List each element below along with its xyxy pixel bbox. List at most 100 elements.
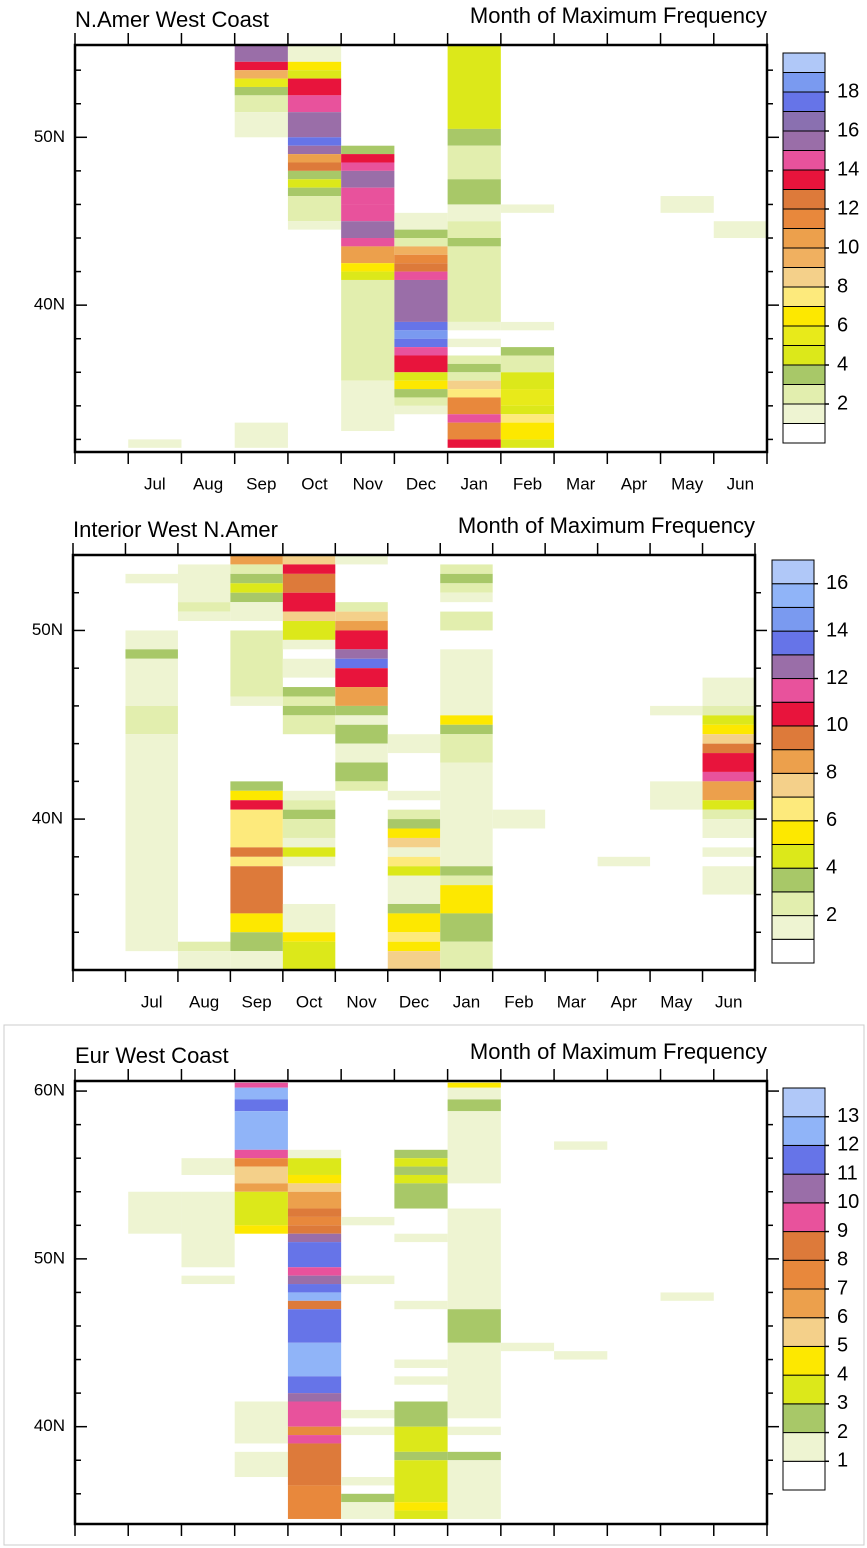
heat-cell (387, 941, 441, 952)
heat-cell (387, 790, 441, 801)
colorbar-label: 12 (826, 667, 848, 689)
heat-cell (335, 687, 388, 706)
colorbar-box (771, 583, 815, 608)
heat-cell (128, 439, 182, 448)
heat-cell (287, 1435, 342, 1444)
colorbar-box (771, 725, 815, 751)
heat-cell (500, 347, 555, 356)
heat-cell (341, 1477, 395, 1486)
heat-cell (447, 389, 501, 398)
x-tick-label: Jun (727, 474, 754, 493)
heat-cell (447, 355, 501, 364)
heat-cell (234, 1191, 288, 1226)
heat-cell (287, 162, 342, 171)
colorbar-box (782, 130, 826, 151)
colorbar-box (782, 208, 826, 229)
colorbar-box (782, 1432, 826, 1462)
colorbar-label: 7 (837, 1277, 848, 1299)
heat-cell (447, 1111, 501, 1184)
heat-cell (660, 196, 714, 213)
colorbar-box (771, 891, 815, 917)
heat-cell (702, 771, 755, 782)
colorbar-label: 6 (837, 314, 848, 336)
heat-cell (447, 45, 501, 129)
heat-cell (394, 279, 448, 322)
heat-cell (234, 1149, 288, 1159)
heat-cell (234, 1111, 288, 1150)
heat-cell (234, 1166, 288, 1184)
heat-cell (394, 254, 448, 264)
heat-cell (387, 847, 441, 857)
heat-cell (282, 687, 336, 697)
heat-cell (554, 1351, 608, 1360)
heat-cell (287, 1300, 342, 1310)
heat-cell (447, 338, 501, 348)
heat-cell (234, 1401, 288, 1444)
colorbar-box (782, 306, 826, 327)
heat-cell (447, 1099, 501, 1112)
colorbar-box (782, 111, 826, 132)
heat-cell (387, 951, 441, 970)
heat-cell (341, 271, 395, 280)
heat-cell (287, 1393, 342, 1402)
colorbar-box (771, 938, 815, 964)
colorbar-label: 11 (837, 1162, 858, 1184)
heat-cell (440, 875, 493, 886)
heat-cell (500, 1342, 555, 1352)
heat-cell (287, 1292, 342, 1301)
heat-cell (440, 724, 493, 735)
heat-cell (287, 1174, 342, 1184)
x-tick-label: Jun (727, 1546, 754, 1548)
heat-cell (387, 837, 441, 848)
colorbar-label: 8 (837, 275, 848, 297)
heat-cell (287, 1342, 342, 1377)
x-tick-label: Apr (621, 1546, 648, 1548)
heat-cell (394, 355, 448, 373)
heat-cell (341, 221, 395, 239)
heat-cell (341, 279, 395, 381)
heat-cell (500, 439, 555, 448)
heat-cell (234, 1082, 288, 1088)
heat-cell (394, 1158, 448, 1167)
heat-cell (447, 238, 501, 247)
heat-cell (234, 95, 288, 113)
heat-cell (177, 611, 231, 622)
heat-cell (440, 885, 493, 914)
heat-cell (287, 1275, 342, 1285)
heat-cell (554, 1141, 608, 1150)
heat-cell (230, 592, 283, 603)
heat-cell (287, 187, 342, 197)
x-tick-label: Aug (189, 992, 219, 1011)
heat-cell (282, 696, 336, 706)
heat-cell (230, 932, 283, 952)
heat-cell (230, 583, 283, 593)
heat-cell (335, 724, 388, 744)
heat-cell (234, 1451, 288, 1478)
heat-cell (128, 1191, 182, 1234)
x-tick-label: Nov (346, 992, 377, 1011)
heat-cell (287, 1443, 342, 1486)
colorbar-box (782, 267, 826, 288)
heat-cell (447, 1342, 501, 1419)
heat-cell (447, 321, 501, 331)
heat-cell (447, 363, 501, 373)
colorbar-label: 14 (826, 619, 848, 641)
colorbar-label: 2 (826, 904, 837, 926)
heat-cell (394, 1510, 448, 1519)
heat-cell (702, 734, 755, 744)
heat-cell (387, 866, 441, 876)
x-tick-label: Jul (144, 1546, 166, 1548)
heat-cell (287, 1309, 342, 1343)
heat-cell (230, 856, 283, 867)
x-tick-label: Mar (566, 1546, 596, 1548)
heat-cell (702, 724, 755, 735)
heat-cell (447, 246, 501, 322)
heat-cell (287, 1233, 342, 1243)
x-tick-label: May (671, 474, 704, 493)
heat-cell (341, 1275, 395, 1285)
heat-cell (500, 321, 555, 331)
colorbar-box (771, 749, 815, 774)
chart-subtitle: Month of Maximum Frequency (470, 3, 767, 28)
heat-cell (394, 1460, 448, 1503)
